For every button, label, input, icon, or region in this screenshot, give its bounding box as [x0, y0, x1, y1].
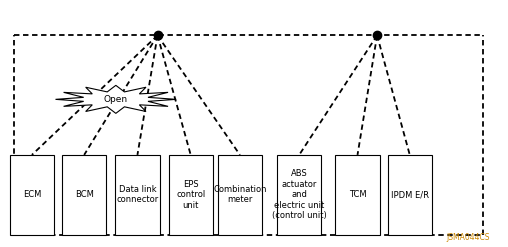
FancyBboxPatch shape: [335, 155, 379, 235]
Text: Data link
connector: Data link connector: [116, 185, 158, 205]
Text: Combination
meter: Combination meter: [213, 185, 267, 205]
Text: IPDM E/R: IPDM E/R: [391, 190, 429, 199]
FancyBboxPatch shape: [10, 155, 54, 235]
Text: BCM: BCM: [75, 190, 93, 199]
FancyBboxPatch shape: [169, 155, 213, 235]
FancyBboxPatch shape: [218, 155, 262, 235]
Text: EPS
control
unit: EPS control unit: [176, 180, 205, 210]
Text: ABS
actuator
and
electric unit
(control unit): ABS actuator and electric unit (control …: [272, 169, 327, 220]
Polygon shape: [55, 85, 176, 113]
FancyBboxPatch shape: [115, 155, 160, 235]
FancyBboxPatch shape: [277, 155, 322, 235]
Text: ECM: ECM: [23, 190, 41, 199]
Text: JSMA044CS: JSMA044CS: [447, 233, 490, 242]
FancyBboxPatch shape: [62, 155, 106, 235]
Text: Open: Open: [104, 95, 128, 104]
FancyBboxPatch shape: [388, 155, 432, 235]
Text: TCM: TCM: [348, 190, 366, 199]
